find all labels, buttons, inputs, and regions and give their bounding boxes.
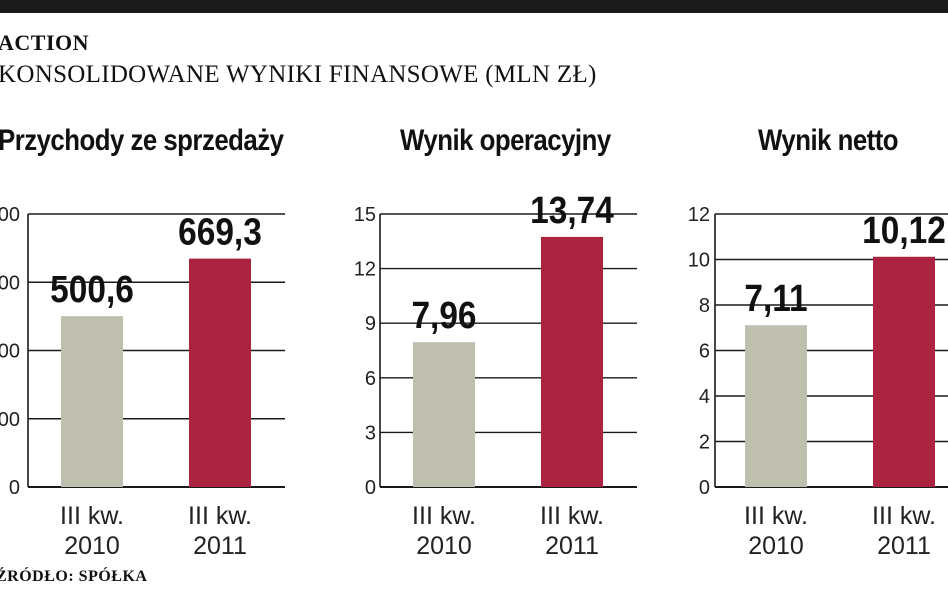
revenue-x-tick-label-0-line2: 2010 xyxy=(64,532,120,560)
net-value-label-1: 10,12 xyxy=(862,209,946,251)
panel-title-net: Wynik netto xyxy=(758,124,899,157)
operating-y-tick-label: 3 xyxy=(365,422,376,444)
net-bar-0 xyxy=(745,325,807,487)
operating-y-tick-label: 6 xyxy=(365,368,376,390)
net-bar-1 xyxy=(873,256,935,487)
revenue-y-tick-label: 200 xyxy=(0,409,20,431)
operating-x-tick-label-0-line2: 2010 xyxy=(416,532,472,560)
net-x-tick-label-1-line2: 2011 xyxy=(877,532,931,560)
panel-title-revenue: Przychody ze sprzedaży xyxy=(0,124,284,157)
operating-value-label-1: 13,74 xyxy=(530,189,614,231)
net-value-label-0: 7,11 xyxy=(744,277,807,319)
net-y-tick-label: 0 xyxy=(699,477,710,499)
revenue-x-tick-label-0-line1: III kw. xyxy=(60,502,124,530)
revenue-x-tick-label-1-line2: 2011 xyxy=(193,532,247,560)
net-y-tick-label: 12 xyxy=(688,204,710,226)
revenue-x-tick-label-1-line1: III kw. xyxy=(188,502,252,530)
operating-bar-0 xyxy=(413,342,475,487)
revenue-value-label-0: 500,6 xyxy=(50,268,134,310)
net-y-tick-label: 2 xyxy=(699,432,710,454)
revenue-bar-0 xyxy=(61,316,123,487)
source-note: ŹRÓDŁO: SPÓŁKA xyxy=(0,568,148,585)
net-y-tick-label: 4 xyxy=(699,386,710,408)
operating-x-tick-label-1-line2: 2011 xyxy=(545,532,599,560)
operating-value-label-0: 7,96 xyxy=(411,294,476,336)
revenue-bar-1 xyxy=(189,258,251,487)
revenue-y-tick-label: 400 xyxy=(0,341,20,363)
revenue-y-tick-label: 800 xyxy=(0,204,20,226)
operating-y-tick-label: 9 xyxy=(365,313,376,335)
operating-x-tick-label-1-line1: III kw. xyxy=(540,502,604,530)
net-y-tick-label: 6 xyxy=(699,341,710,363)
revenue-value-label-1: 669,3 xyxy=(178,211,262,253)
chart-subtitle: KONSOLIDOWANE WYNIKI FINANSOWE (MLN ZŁ) xyxy=(0,61,597,88)
net-y-tick-label: 8 xyxy=(699,295,710,317)
net-x-tick-label-1-line1: III kw. xyxy=(872,502,936,530)
panel-title-operating: Wynik operacyjny xyxy=(400,124,611,157)
revenue-y-tick-label: 600 xyxy=(0,272,20,294)
company-name: ACTION xyxy=(0,30,90,55)
top-bar xyxy=(0,0,948,13)
net-x-tick-label-0-line2: 2010 xyxy=(748,532,804,560)
net-y-tick-label: 10 xyxy=(688,250,710,272)
operating-bar-1 xyxy=(541,236,603,487)
operating-y-tick-label: 15 xyxy=(354,204,376,226)
operating-y-tick-label: 12 xyxy=(354,259,376,281)
net-x-tick-label-0-line1: III kw. xyxy=(744,502,808,530)
operating-x-tick-label-0-line1: III kw. xyxy=(412,502,476,530)
revenue-y-tick-label: 0 xyxy=(9,477,20,499)
operating-y-tick-label: 0 xyxy=(365,477,376,499)
